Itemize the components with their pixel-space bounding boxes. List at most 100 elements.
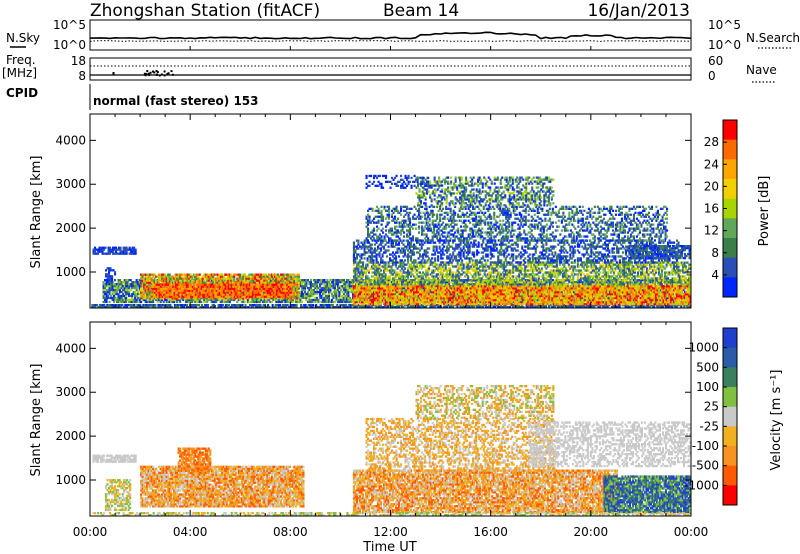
power-cell	[327, 292, 330, 296]
power-cell	[170, 306, 173, 308]
power-cell	[102, 285, 105, 288]
power-cell	[161, 298, 164, 302]
power-cell	[406, 304, 409, 307]
power-cell	[282, 304, 285, 307]
power-cell	[191, 277, 194, 280]
power-cell	[189, 296, 192, 300]
power-cell	[304, 304, 307, 307]
power-cell	[256, 306, 259, 308]
power-cell	[602, 306, 605, 308]
power-cell	[329, 283, 332, 286]
power-cell	[175, 306, 178, 308]
power-cell	[98, 250, 101, 253]
power-cell	[252, 306, 255, 308]
power-cell	[122, 250, 125, 253]
power-cell	[146, 293, 149, 296]
power-cell	[181, 304, 184, 307]
power-cell	[129, 283, 132, 286]
power-cell	[314, 300, 317, 304]
power-cell	[209, 298, 212, 302]
power-cell	[221, 300, 224, 304]
power-cell	[265, 306, 268, 308]
power-cell	[173, 300, 176, 304]
power-cell	[125, 304, 128, 307]
power-cell	[188, 298, 191, 302]
power-cell	[179, 304, 182, 307]
power-cell	[121, 304, 124, 307]
power-cell	[194, 298, 197, 302]
power-cell	[433, 306, 436, 308]
power-cell	[232, 306, 235, 308]
power-cell	[317, 298, 320, 302]
power-cell	[563, 304, 566, 307]
power-cell	[200, 306, 203, 308]
power-cell	[124, 246, 127, 249]
power-cell	[242, 298, 245, 302]
power-cell	[387, 306, 390, 308]
power-cell	[95, 304, 98, 307]
power-cell	[91, 304, 94, 307]
power-cell	[267, 304, 270, 307]
power-cell	[228, 304, 231, 307]
power-cell	[656, 306, 659, 308]
power-cell	[135, 294, 138, 298]
power-cell	[190, 304, 193, 307]
power-cell	[381, 306, 384, 308]
power-cell	[203, 304, 206, 307]
power-cell	[103, 306, 106, 308]
power-cell	[234, 304, 237, 307]
power-cell	[212, 279, 215, 282]
power-cell	[454, 304, 457, 307]
power-cell	[134, 248, 137, 251]
power-cell	[126, 288, 129, 292]
power-cell	[103, 304, 106, 307]
power-cell	[117, 286, 120, 290]
power-cell	[686, 306, 689, 308]
power-cell	[116, 290, 119, 294]
power-cell	[268, 306, 271, 308]
power-cell	[540, 306, 543, 308]
power-cell	[94, 252, 97, 255]
power-cell	[252, 300, 255, 304]
power-cell	[291, 300, 294, 304]
nsearch-tick-bottom: 10^0	[708, 38, 741, 52]
power-cell	[165, 298, 168, 302]
power-cell	[236, 300, 239, 304]
power-cell	[151, 306, 154, 308]
power-cell	[102, 281, 105, 284]
power-cell	[150, 298, 153, 302]
power-cell	[283, 306, 286, 308]
power-cell	[94, 250, 97, 253]
power-cell	[104, 279, 107, 282]
power-cell	[132, 283, 135, 286]
power-cell	[200, 304, 203, 307]
power-cell	[561, 306, 564, 308]
power-cell	[221, 279, 224, 282]
power-cell	[257, 300, 260, 304]
power-cell	[116, 283, 119, 286]
power-cell	[124, 248, 127, 251]
power-cell	[105, 296, 108, 300]
power-cell	[472, 306, 475, 308]
power-cell	[104, 298, 107, 302]
power-cell	[342, 306, 345, 308]
power-cell	[333, 285, 336, 288]
power-cell	[445, 306, 448, 308]
power-cell	[193, 304, 196, 307]
power-cell	[165, 300, 168, 304]
power-cell	[322, 304, 325, 307]
power-cell	[111, 285, 114, 288]
power-cell	[251, 281, 254, 284]
power-cell	[128, 285, 131, 288]
power-cell	[188, 281, 191, 284]
power-cell	[243, 300, 246, 304]
power-cell	[116, 306, 119, 308]
power-cell	[128, 286, 131, 290]
power-cell	[366, 306, 369, 308]
power-cell	[585, 306, 588, 308]
power-cell	[340, 304, 343, 307]
power-cell	[94, 306, 97, 308]
power-cell	[140, 285, 143, 288]
power-cell	[205, 306, 208, 308]
power-cell	[126, 290, 129, 294]
